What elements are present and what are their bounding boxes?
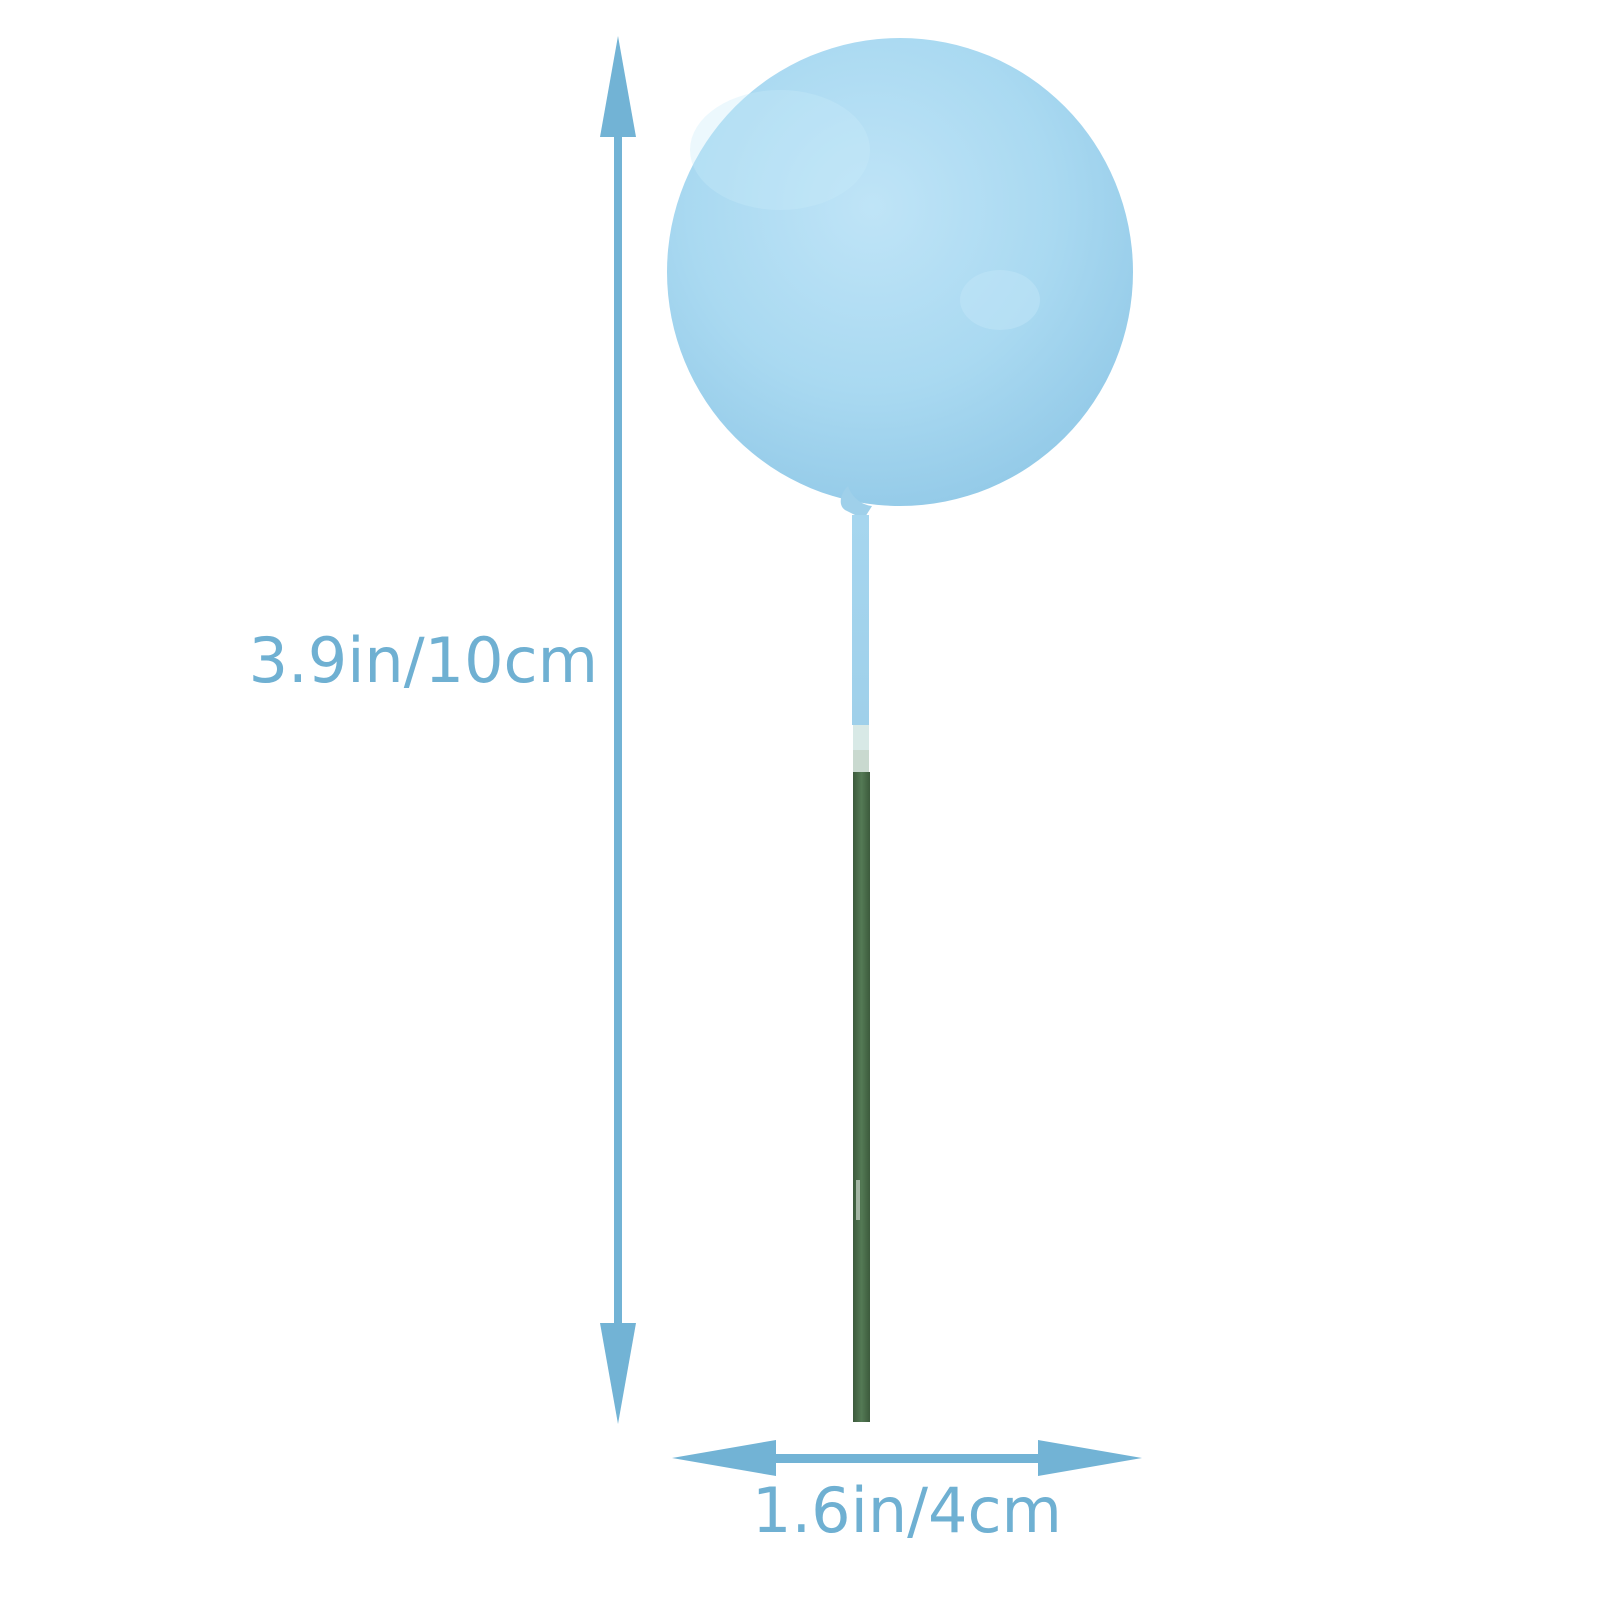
height-label: 3.9in/10cm bbox=[249, 624, 598, 697]
stick-lower bbox=[853, 772, 870, 1422]
width-arrow-icon bbox=[672, 1440, 1142, 1476]
balloon-neck bbox=[840, 486, 872, 522]
height-arrow-icon bbox=[600, 36, 636, 1424]
width-label: 1.6in/4cm bbox=[752, 1474, 1062, 1547]
balloon-product-image bbox=[667, 38, 1133, 1422]
stick-upper bbox=[852, 515, 869, 725]
balloon-ball bbox=[667, 38, 1133, 506]
